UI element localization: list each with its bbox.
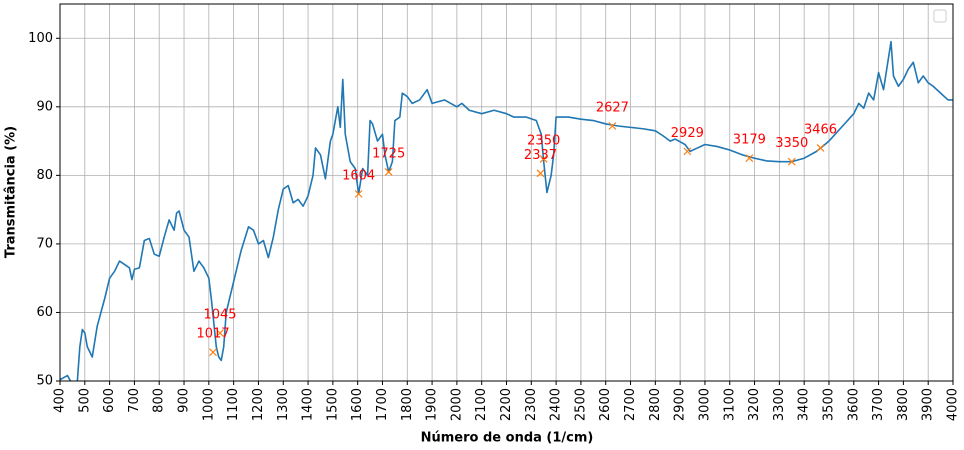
x-tick-label: 600	[102, 388, 117, 413]
peak-marker	[608, 122, 617, 130]
peak-marker	[536, 169, 545, 178]
peak-marker	[216, 329, 224, 337]
peak-label: 1017	[197, 327, 230, 342]
x-tick-label: 3100	[722, 388, 737, 421]
peak-label: 2929	[671, 126, 704, 141]
y-tick-label: 80	[36, 168, 53, 183]
x-tick-label: 4000	[946, 388, 961, 421]
x-tick-label: 1600	[350, 388, 365, 421]
peak-label: 1604	[342, 168, 375, 183]
x-tick-label: 3900	[921, 388, 936, 421]
x-tick-label: 2300	[524, 388, 539, 421]
x-tick-label: 1800	[400, 388, 415, 421]
x-tick-label: 2600	[598, 388, 613, 421]
x-tick-label: 1100	[226, 388, 241, 421]
x-tick-label: 2700	[623, 388, 638, 421]
x-tick-label: 3500	[821, 388, 836, 421]
y-axis-label: Transmitância (%)	[4, 126, 19, 258]
x-tick-label: 2100	[474, 388, 489, 421]
y-tick-label: 70	[36, 236, 53, 251]
x-tick-label: 3200	[747, 388, 762, 421]
x-tick-label: 1900	[425, 388, 440, 421]
x-tick-label: 3800	[896, 388, 911, 421]
x-tick-label: 1000	[201, 388, 216, 421]
x-tick-label: 2400	[549, 388, 564, 421]
x-tick-label: 500	[77, 388, 92, 413]
y-tick-label: 90	[36, 99, 53, 114]
peak-label: 3466	[804, 122, 837, 137]
y-tick-label: 60	[36, 305, 53, 320]
x-tick-label: 3000	[697, 388, 712, 421]
peak-label: 3350	[775, 136, 808, 151]
peak-marker	[354, 189, 363, 198]
x-tick-label: 2900	[673, 388, 688, 421]
legend-box	[933, 9, 947, 23]
peak-label: 3179	[733, 133, 766, 148]
grid	[59, 4, 954, 382]
peak-label: 1045	[203, 308, 236, 323]
peak-label: 2337	[524, 148, 557, 163]
x-tick-label: 900	[177, 388, 192, 413]
x-tick-label: 1200	[251, 388, 266, 421]
peak-label: 2627	[596, 101, 629, 116]
x-tick-label: 400	[53, 388, 68, 413]
x-tick-label: 3300	[772, 388, 787, 421]
x-tick-label: 2000	[449, 388, 464, 421]
peak-marker	[787, 157, 796, 166]
x-tick-label: 2500	[573, 388, 588, 421]
peak-label: 1725	[372, 146, 405, 161]
spectrum-line	[60, 40, 953, 381]
peak-marker	[539, 154, 548, 163]
x-tick-label: 700	[127, 388, 142, 413]
x-tick-label: 3600	[846, 388, 861, 421]
plot-area	[60, 40, 953, 381]
peak-marker	[209, 348, 217, 357]
x-tick-label: 2800	[648, 388, 663, 421]
peak-label: 2350	[527, 133, 560, 148]
peak-marker	[384, 168, 393, 176]
x-axis-label: Número de onda (1/cm)	[421, 431, 594, 446]
peak-marker	[745, 154, 754, 163]
x-tick-label: 1400	[301, 388, 316, 421]
x-tick-label: 3700	[871, 388, 886, 421]
peak-marker	[683, 147, 692, 156]
x-tick-label: 1700	[375, 388, 390, 421]
peak-marker	[816, 144, 825, 152]
x-tick-label: 1300	[276, 388, 291, 421]
y-tick-label: 50	[36, 374, 53, 389]
x-tick-label: 800	[152, 388, 167, 413]
y-tick-label: 100	[28, 31, 53, 46]
x-tick-label: 1500	[325, 388, 340, 421]
x-tick-label: 2200	[499, 388, 514, 421]
x-tick-label: 3400	[797, 388, 812, 421]
